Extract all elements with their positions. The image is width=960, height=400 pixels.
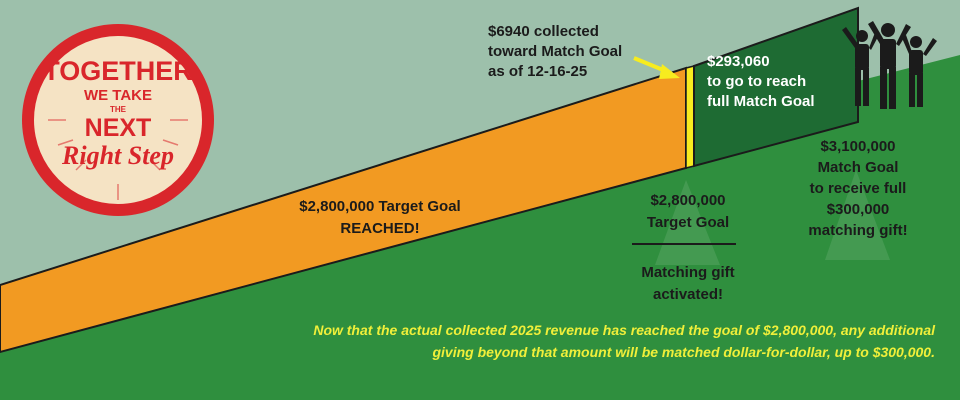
target-goal-amount: $2,800,000 — [650, 192, 726, 209]
collected-note-line: as of 12-16-25 — [488, 63, 588, 80]
match-goal-line: matching gift! — [808, 222, 908, 239]
matching-note-line: Matching gift — [641, 264, 735, 281]
footer-line: Now that the actual collected 2025 reven… — [313, 322, 935, 338]
remaining-note-line: to go to reach — [707, 73, 807, 90]
remaining-amount: $293,060 — [707, 53, 770, 70]
match-goal-amount: $3,100,000 — [820, 138, 896, 155]
logo-line-right-step: Right Step — [61, 141, 174, 170]
remaining-note: $293,060 to go to reach full Match Goal — [707, 52, 857, 112]
target-reached-line: REACHED! — [340, 220, 420, 237]
footer-line: giving beyond that amount will be matche… — [432, 344, 935, 360]
logo-line-next: NEXT — [85, 114, 152, 142]
match-goal-line: Match Goal — [817, 159, 899, 176]
logo-line-together: TOGETHER — [43, 56, 193, 86]
matching-activated-note: Matching gift activated! — [618, 262, 758, 306]
match-goal-line: $300,000 — [826, 201, 890, 218]
arrow-right-icon — [633, 56, 680, 79]
target-goal-note: $2,800,000 Target Goal — [618, 190, 758, 234]
together-logo: TOGETHER WE TAKE THE NEXT Right Step — [18, 20, 218, 220]
match-goal-note: $3,100,000 Match Goal to receive full $3… — [788, 136, 928, 241]
target-reached-line: $2,800,000 Target Goal — [299, 198, 461, 215]
collected-note-line: toward Match Goal — [488, 43, 623, 60]
logo-line-the: THE — [110, 105, 127, 114]
people-celebrating-icon — [842, 21, 937, 109]
logo-line-we-take: WE TAKE — [84, 87, 152, 104]
footer-explanation: Now that the actual collected 2025 reven… — [220, 319, 935, 363]
collected-note-line: $6940 collected — [488, 23, 599, 40]
divider — [632, 243, 736, 245]
spotlight-cone — [825, 170, 890, 260]
target-reached-label: $2,800,000 Target Goal REACHED! — [270, 196, 490, 240]
sunburst-decoration — [48, 119, 188, 200]
collected-note: $6940 collected toward Match Goal as of … — [488, 22, 688, 82]
remaining-note-line: full Match Goal — [707, 93, 815, 110]
target-goal-label: Target Goal — [646, 214, 730, 231]
match-goal-line: to receive full — [809, 180, 907, 197]
matching-note-line: activated! — [652, 286, 724, 303]
remaining-goal-bar — [693, 6, 859, 168]
